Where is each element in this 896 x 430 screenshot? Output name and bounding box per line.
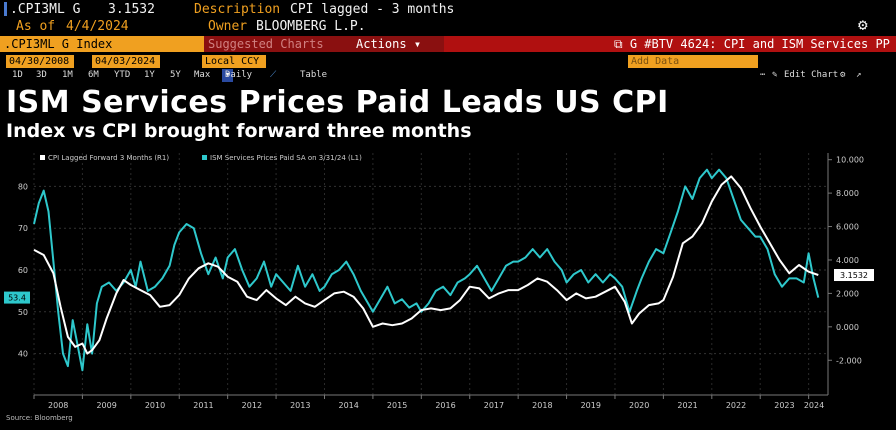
x-tick-label: 2023	[774, 401, 794, 410]
period-ytd[interactable]: YTD	[114, 70, 131, 80]
headline: ISM Services Prices Paid Leads US CPI	[6, 85, 669, 120]
ism-last-tag	[4, 291, 30, 304]
x-tick-label: 2008	[48, 401, 68, 410]
x-tick-label: 2010	[145, 401, 165, 410]
settings-icon[interactable]: ⚙	[840, 70, 846, 80]
actions-label: Actions	[356, 37, 407, 51]
options-icon[interactable]: ⋯	[760, 70, 766, 80]
description-value: CPI lagged - 3 months	[290, 2, 455, 17]
period-bar: 1D 3D 1M 6M YTD 1Y 5Y Max Daily ▾ ⟋ Tabl…	[0, 69, 896, 82]
right-axis: 10.000 8.000 6.000 4.000 2.000 0.000 -2.000	[827, 153, 864, 395]
left-tick-label: 80	[18, 182, 28, 191]
period-1m[interactable]: 1M	[62, 70, 73, 80]
owner-value: BLOOMBERG L.P.	[256, 19, 366, 34]
asof-label: As of	[16, 19, 56, 34]
right-tick-label: 4.000	[836, 256, 859, 265]
asof-date: 4/4/2024	[66, 19, 129, 34]
x-tick-label: 2022	[726, 401, 746, 410]
legend-swatch	[40, 155, 45, 160]
period-5y[interactable]: 5Y	[170, 70, 181, 80]
x-tick-label: 2009	[96, 401, 116, 410]
x-tick-label: 2019	[581, 401, 601, 410]
value-tags: 53.4 3.1532	[4, 269, 874, 304]
legend-label: CPI Lagged Forward 3 Months (R1)	[48, 154, 169, 162]
left-tick-label: 70	[18, 224, 28, 233]
left-tick-label: 40	[18, 350, 28, 359]
x-axis: 2008 2009 2010 2011 2012 2013 2014 2015 2016 2017…	[33, 394, 828, 410]
series-lines	[33, 168, 820, 372]
edit-chart-button[interactable]: Edit Chart	[784, 70, 839, 80]
period-1d[interactable]: 1D	[12, 70, 23, 80]
chart-id-label: G #BTV 4624: CPI and ISM Services PP	[629, 37, 890, 51]
right-tick-label: 8.000	[836, 189, 859, 198]
description-label: Description	[194, 2, 281, 17]
legend: CPI Lagged Forward 3 Months (R1) ISM Serv…	[40, 154, 362, 162]
cpi-last-value: 3.1532	[840, 271, 868, 280]
chart-id[interactable]: ⧉ G #BTV 4624: CPI and ISM Services PP	[610, 36, 896, 52]
end-date-field[interactable]: 04/03/2024	[92, 55, 160, 68]
cpi-last-tag	[834, 269, 874, 282]
x-tick-label: 2021	[677, 401, 697, 410]
period-6m[interactable]: 6M	[88, 70, 99, 80]
table-button[interactable]: Table	[300, 70, 328, 80]
share-icon[interactable]: ↗	[856, 70, 862, 80]
x-tick-label: 2020	[629, 401, 649, 410]
right-tick-label: 6.000	[836, 223, 859, 232]
date-controls: 04/30/2008 04/03/2024 Local CCY Add Data	[0, 55, 896, 69]
x-tick-label: 2016	[435, 401, 455, 410]
subhead: Index vs CPI brought forward three month…	[6, 120, 472, 142]
right-tick-label: -2.000	[836, 356, 862, 365]
period-3d[interactable]: 3D	[36, 70, 47, 80]
cpi-series-line	[33, 175, 819, 355]
legend-label: ISM Services Prices Paid SA on 3/31/24 (…	[210, 154, 362, 162]
period-1y[interactable]: 1Y	[144, 70, 155, 80]
x-tick-label: 2015	[387, 401, 407, 410]
ism-series-line	[33, 168, 820, 372]
line-chart: 40 50 60 70 80 10.000 8.000 6.000 4.000 2.000 0.0…	[4, 153, 874, 410]
last-value: 3.1532	[108, 2, 155, 17]
actions-button[interactable]: Actions ▾	[352, 36, 444, 52]
x-tick-label: 2014	[339, 401, 359, 410]
x-tick-label: 2013	[290, 401, 310, 410]
x-tick-label: 2011	[193, 401, 213, 410]
grid	[33, 153, 828, 395]
x-tick-label: 2017	[484, 401, 504, 410]
right-tick-label: 2.000	[836, 289, 859, 298]
edit-icon[interactable]: ✎	[772, 70, 778, 80]
add-data-field[interactable]: Add Data	[628, 55, 758, 68]
left-tick-label: 60	[18, 266, 28, 275]
frequency-select[interactable]: Daily ▾	[222, 69, 252, 82]
owner-label: Owner	[208, 19, 248, 34]
right-tick-label: 0.000	[836, 323, 859, 332]
security-marker	[4, 2, 7, 16]
external-link-icon: ⧉	[614, 37, 623, 51]
suggested-charts-button[interactable]: Suggested Charts	[204, 36, 352, 52]
ticker[interactable]: .CPI3ML G	[10, 2, 81, 17]
frequency-label: Daily	[225, 70, 253, 80]
x-tick-label: 2024	[804, 401, 824, 410]
start-date-field[interactable]: 04/30/2008	[6, 55, 74, 68]
period-max[interactable]: Max	[194, 70, 211, 80]
legend-swatch	[202, 155, 207, 160]
source-note: Source: Bloomberg	[6, 414, 73, 422]
chevron-down-icon: ▾	[413, 37, 422, 51]
chart-type-icon[interactable]: ⟋	[270, 70, 277, 80]
currency-select[interactable]: Local CCY	[202, 55, 266, 68]
ism-last-value: 53.4	[8, 294, 26, 303]
left-tick-label: 50	[18, 308, 28, 317]
toolbar: .CPI3ML G Index Suggested Charts Actions…	[0, 36, 896, 52]
x-tick-label: 2018	[532, 401, 552, 410]
x-tick-label: 2012	[242, 401, 262, 410]
left-axis: 40 50 60 70 80	[18, 182, 28, 358]
security-field[interactable]: .CPI3ML G Index	[0, 36, 204, 52]
gear-icon[interactable]: ⚙	[858, 15, 868, 34]
suggested-charts-label: Suggested Charts	[208, 37, 324, 51]
right-tick-label: 10.000	[836, 156, 864, 165]
security-header: .CPI3ML G 3.1532 Description CPI lagged …	[0, 0, 896, 36]
